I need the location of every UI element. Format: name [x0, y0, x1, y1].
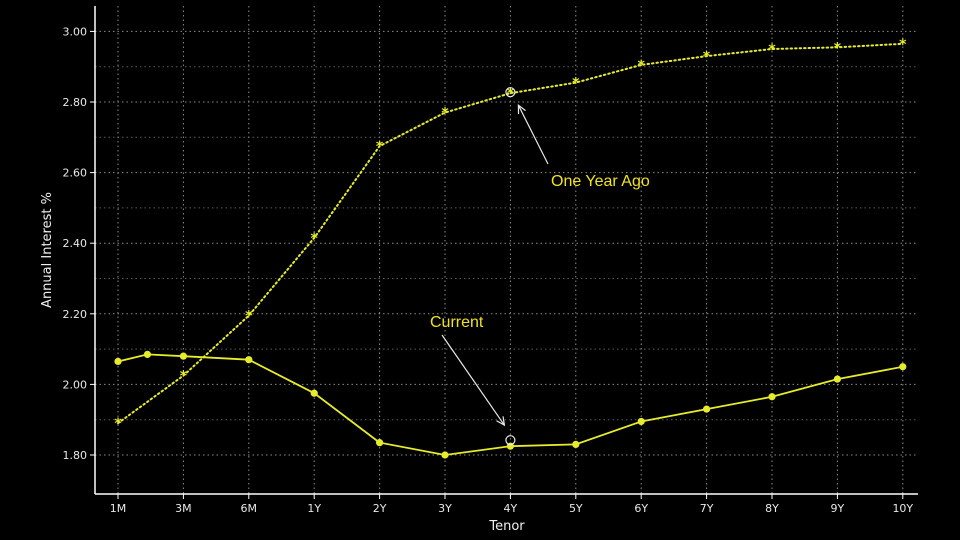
- x-tick-label: 10Y: [892, 502, 913, 515]
- data-point-current: [768, 393, 776, 401]
- data-point-one-year-ago: *: [703, 49, 711, 65]
- x-tick-label: 1M: [110, 502, 127, 515]
- y-tick-label: 1.80: [63, 449, 88, 462]
- data-point-current: [441, 451, 449, 459]
- data-point-one-year-ago: *: [311, 231, 319, 247]
- data-point-one-year-ago: *: [180, 369, 188, 385]
- x-tick-label: 5Y: [569, 502, 583, 515]
- data-point-one-year-ago: *: [245, 309, 253, 325]
- one-year-ago-arrow-head: [517, 103, 526, 115]
- y-tick-label: 2.80: [63, 96, 88, 109]
- x-tick-label: 4Y: [504, 502, 518, 515]
- series-layer: * * * * * * * * * * * * *: [114, 37, 907, 459]
- y-tick-label: 3.00: [63, 25, 88, 38]
- data-point-current: [572, 440, 580, 449]
- current-label: Current: [430, 314, 484, 331]
- data-point-current: [179, 352, 187, 360]
- data-point-one-year-ago: *: [638, 58, 646, 74]
- y-tick-label: 2.60: [63, 167, 88, 180]
- data-point-one-year-ago: *: [376, 139, 384, 155]
- y-tick-label: 2.00: [63, 378, 88, 391]
- data-point-one-year-ago: *: [507, 86, 515, 102]
- current-arrow-line: [441, 334, 505, 426]
- x-axis-title: Tenor: [488, 519, 525, 534]
- one-year-ago-arrow-line: [517, 104, 549, 165]
- x-tick-label: 6Y: [634, 502, 648, 515]
- y-ticks: 1.80 2.00 2.20 2.40 2.60 2.80 3.00: [63, 25, 95, 462]
- y-tick-label: 2.20: [63, 308, 88, 321]
- data-point-current: [376, 439, 384, 447]
- series-line-current: [117, 353, 903, 456]
- y-tick-label: 2.40: [63, 237, 88, 250]
- current-marker-circle: [505, 435, 516, 446]
- current-arrow-head: [496, 416, 506, 427]
- data-point-one-year-ago: *: [572, 76, 580, 92]
- one-year-ago-marker-circle: [505, 87, 516, 98]
- data-point-current: [703, 405, 711, 413]
- one-year-ago-label: One Year Ago: [551, 173, 650, 190]
- data-point-one-year-ago: *: [899, 37, 907, 53]
- data-point-one-year-ago: *: [441, 106, 449, 122]
- series-line-one-year-ago: [117, 42, 904, 425]
- data-point-current: [143, 350, 152, 358]
- data-point-current: [245, 356, 253, 364]
- x-tick-label: 8Y: [765, 502, 779, 515]
- annotations: One Year Ago Current: [430, 87, 650, 446]
- x-tick-label: 9Y: [831, 502, 845, 515]
- x-tick-label: 3Y: [438, 502, 452, 515]
- x-ticks: 1M 3M 6M 1Y 2Y 3Y 4Y 5Y 6Y 7Y 8Y 9Y 10Y: [110, 494, 913, 515]
- axes: [94, 6, 918, 495]
- data-point-one-year-ago: *: [834, 40, 842, 56]
- data-point-one-year-ago: *: [114, 416, 122, 432]
- data-point-current: [114, 357, 122, 366]
- y-axis-title: Annual Interest %: [40, 192, 55, 308]
- data-point-one-year-ago: *: [768, 42, 776, 58]
- x-tick-label: 3M: [175, 502, 192, 515]
- data-point-current: [310, 389, 318, 397]
- x-tick-label: 1Y: [307, 502, 321, 515]
- x-tick-label: 7Y: [700, 502, 714, 515]
- data-point-current: [899, 363, 907, 371]
- x-tick-label: 6M: [241, 502, 258, 515]
- data-point-current: [637, 417, 645, 426]
- data-point-current: [833, 375, 842, 383]
- x-tick-label: 2Y: [373, 502, 387, 515]
- grid: [95, 6, 918, 494]
